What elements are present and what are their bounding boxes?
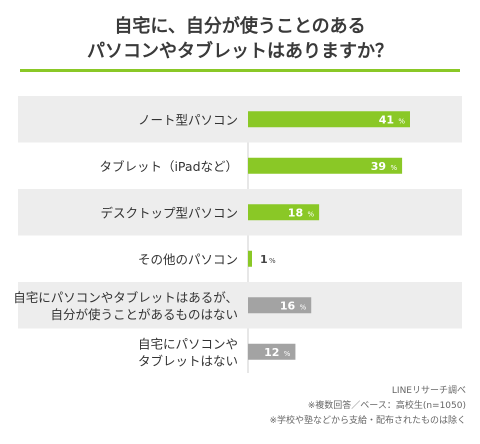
value-unit-6: % [284,350,291,358]
category-label-1: ノート型パソコン [138,112,238,127]
title-underline [20,69,460,72]
category-label-5-line-2: 自分が使うことがあるものはない [50,307,238,322]
value-label-3: 18 [288,206,303,219]
bar-5 [248,297,312,314]
footnote-base: ※複数回答／ベース：高校生(n=1050) [307,401,466,411]
value-label-4: 1 [260,253,268,266]
category-label-4: その他のパソコン [138,252,238,267]
category-label-2: タブレット（iPadなど） [99,159,238,174]
value-label-6: 12 [264,346,279,359]
value-unit-2: % [390,164,397,172]
value-label-1: 41 [379,113,394,126]
footnote-exclusion: ※学校や塾などから支給・配布されたものは除く [269,416,466,426]
value-unit-5: % [300,303,307,311]
value-label-2: 39 [371,160,386,173]
category-label-6-line-1: 自宅にパソコンや [138,336,238,351]
chart-title-line-1: 自宅に、自分が使うことのある [114,16,366,37]
category-label-5-line-1: 自宅にパソコンやタブレットはあるが、 [13,290,238,305]
category-label-6-line-2: タブレットはない [138,353,238,368]
value-unit-3: % [307,210,314,218]
bar-4 [248,250,252,267]
value-unit-1: % [398,117,405,125]
value-unit-4: % [269,257,276,265]
category-label-3: デスクトップ型パソコン [100,205,238,220]
row-band-3 [18,189,462,236]
chart-title-line-2: パソコンやタブレットはありますか？ [87,41,393,62]
bar-3 [248,204,320,221]
row-band-5 [18,282,462,329]
chart-title: 自宅に、自分が使うことのある パソコンやタブレットはありますか？ [0,14,480,64]
value-label-5: 16 [280,299,296,312]
bar-1 [248,111,410,128]
source-credit: LINEリサーチ調べ [391,386,466,396]
bar-6 [248,343,296,360]
bar-2 [248,157,403,174]
chart-footer: LINEリサーチ調べ ※複数回答／ベース：高校生(n=1050) ※学校や塾など… [269,384,466,429]
